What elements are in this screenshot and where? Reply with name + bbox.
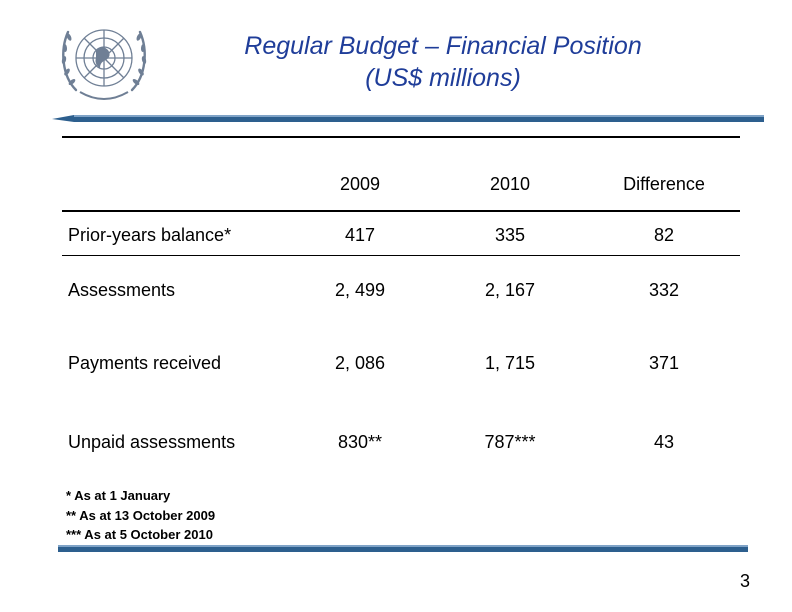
title-line-2: (US$ millions) bbox=[365, 64, 521, 92]
table-top-rule bbox=[62, 136, 740, 138]
cell-difference: 332 bbox=[648, 280, 680, 300]
cell-2009: 2, 086 bbox=[334, 353, 386, 373]
un-emblem-icon bbox=[61, 29, 147, 100]
footnote: *** As at 5 October 2010 bbox=[66, 527, 213, 542]
page-number: 3 bbox=[740, 571, 751, 591]
column-header-2009: 2009 bbox=[339, 174, 381, 194]
cell-2009: 2, 499 bbox=[334, 280, 386, 300]
header-bottom-rule bbox=[62, 210, 740, 212]
title-underline-bar bbox=[52, 115, 764, 122]
cell-2009: 417 bbox=[344, 225, 376, 245]
cell-difference: 82 bbox=[653, 225, 675, 245]
cell-2010: 1, 715 bbox=[484, 353, 536, 373]
cell-difference: 371 bbox=[648, 353, 680, 373]
footnote: ** As at 13 October 2009 bbox=[66, 507, 216, 523]
cell-2010: 2, 167 bbox=[484, 280, 536, 300]
title-line-1: Regular Budget – Financial Position bbox=[244, 32, 642, 60]
footnote: * As at 1 January bbox=[66, 488, 171, 503]
footnotes: * As at 1 January ** As at 13 October 20… bbox=[66, 486, 215, 545]
row-label: Unpaid assessments bbox=[68, 432, 236, 452]
row-label: Prior-years balance* bbox=[68, 225, 232, 245]
slide-title: Regular Budget – Financial Position (US$… bbox=[170, 30, 716, 94]
cell-difference: 43 bbox=[653, 432, 675, 452]
column-header-2010: 2010 bbox=[489, 174, 531, 194]
row-label: Assessments bbox=[68, 280, 176, 300]
cell-2010: 335 bbox=[494, 225, 526, 245]
row-label: Payments received bbox=[68, 353, 222, 373]
cell-2009: 830** bbox=[337, 432, 383, 452]
column-header-difference: Difference bbox=[623, 174, 705, 194]
footer-bar bbox=[58, 545, 748, 552]
row-divider bbox=[62, 255, 740, 256]
cell-2010: 787*** bbox=[484, 432, 536, 452]
